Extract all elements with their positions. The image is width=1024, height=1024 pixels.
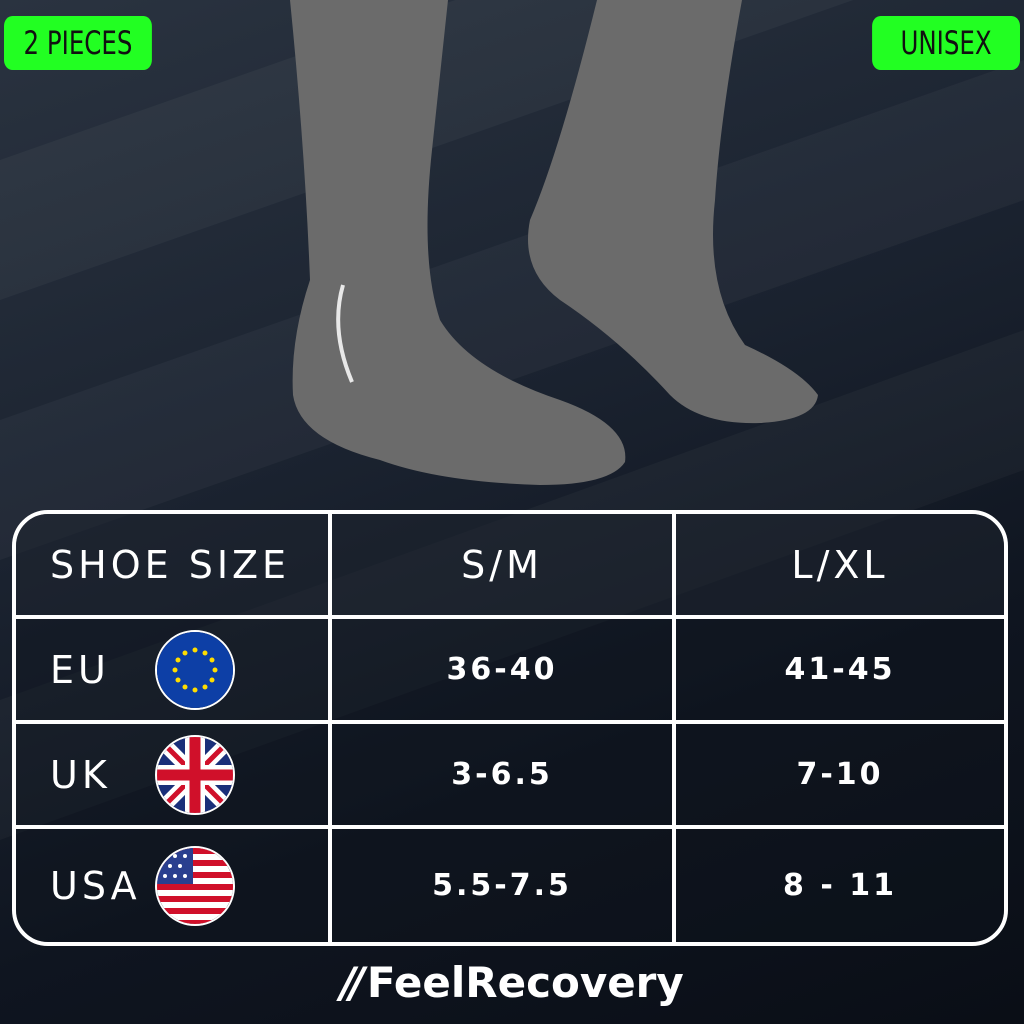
- socks-illustration: [290, 0, 818, 485]
- unisex-badge: UNISEX: [872, 16, 1020, 70]
- usa-lxl-value: 8 - 11: [676, 829, 1004, 942]
- eu-flag-icon: [155, 629, 235, 710]
- uk-lxl-value: 7-10: [676, 724, 1004, 829]
- region-label: USA: [50, 863, 141, 908]
- row-label-usa: USA: [16, 829, 332, 942]
- brand-mark-icon: //: [340, 958, 365, 1007]
- size-chart-table: SHOE SIZE S/M L/XL EU 36-40 41-45 UK 3-6…: [12, 510, 1008, 946]
- region-label: EU: [50, 647, 110, 692]
- header-shoe-size: SHOE SIZE: [16, 514, 332, 619]
- uk-sm-value: 3-6.5: [332, 724, 676, 829]
- usa-flag-icon: [155, 845, 235, 926]
- usa-sm-value: 5.5-7.5: [332, 829, 676, 942]
- header-sm: S/M: [332, 514, 676, 619]
- pieces-badge: 2 PIECES: [4, 16, 152, 70]
- header-lxl: L/XL: [676, 514, 1004, 619]
- eu-lxl-value: 41-45: [676, 619, 1004, 724]
- row-label-eu: EU: [16, 619, 332, 724]
- uk-flag-icon: [155, 734, 235, 815]
- region-label: UK: [50, 752, 111, 797]
- brand-name: FeelRecovery: [366, 958, 684, 1007]
- brand-logo: //FeelRecovery: [0, 958, 1024, 1007]
- row-label-uk: UK: [16, 724, 332, 829]
- eu-sm-value: 36-40: [332, 619, 676, 724]
